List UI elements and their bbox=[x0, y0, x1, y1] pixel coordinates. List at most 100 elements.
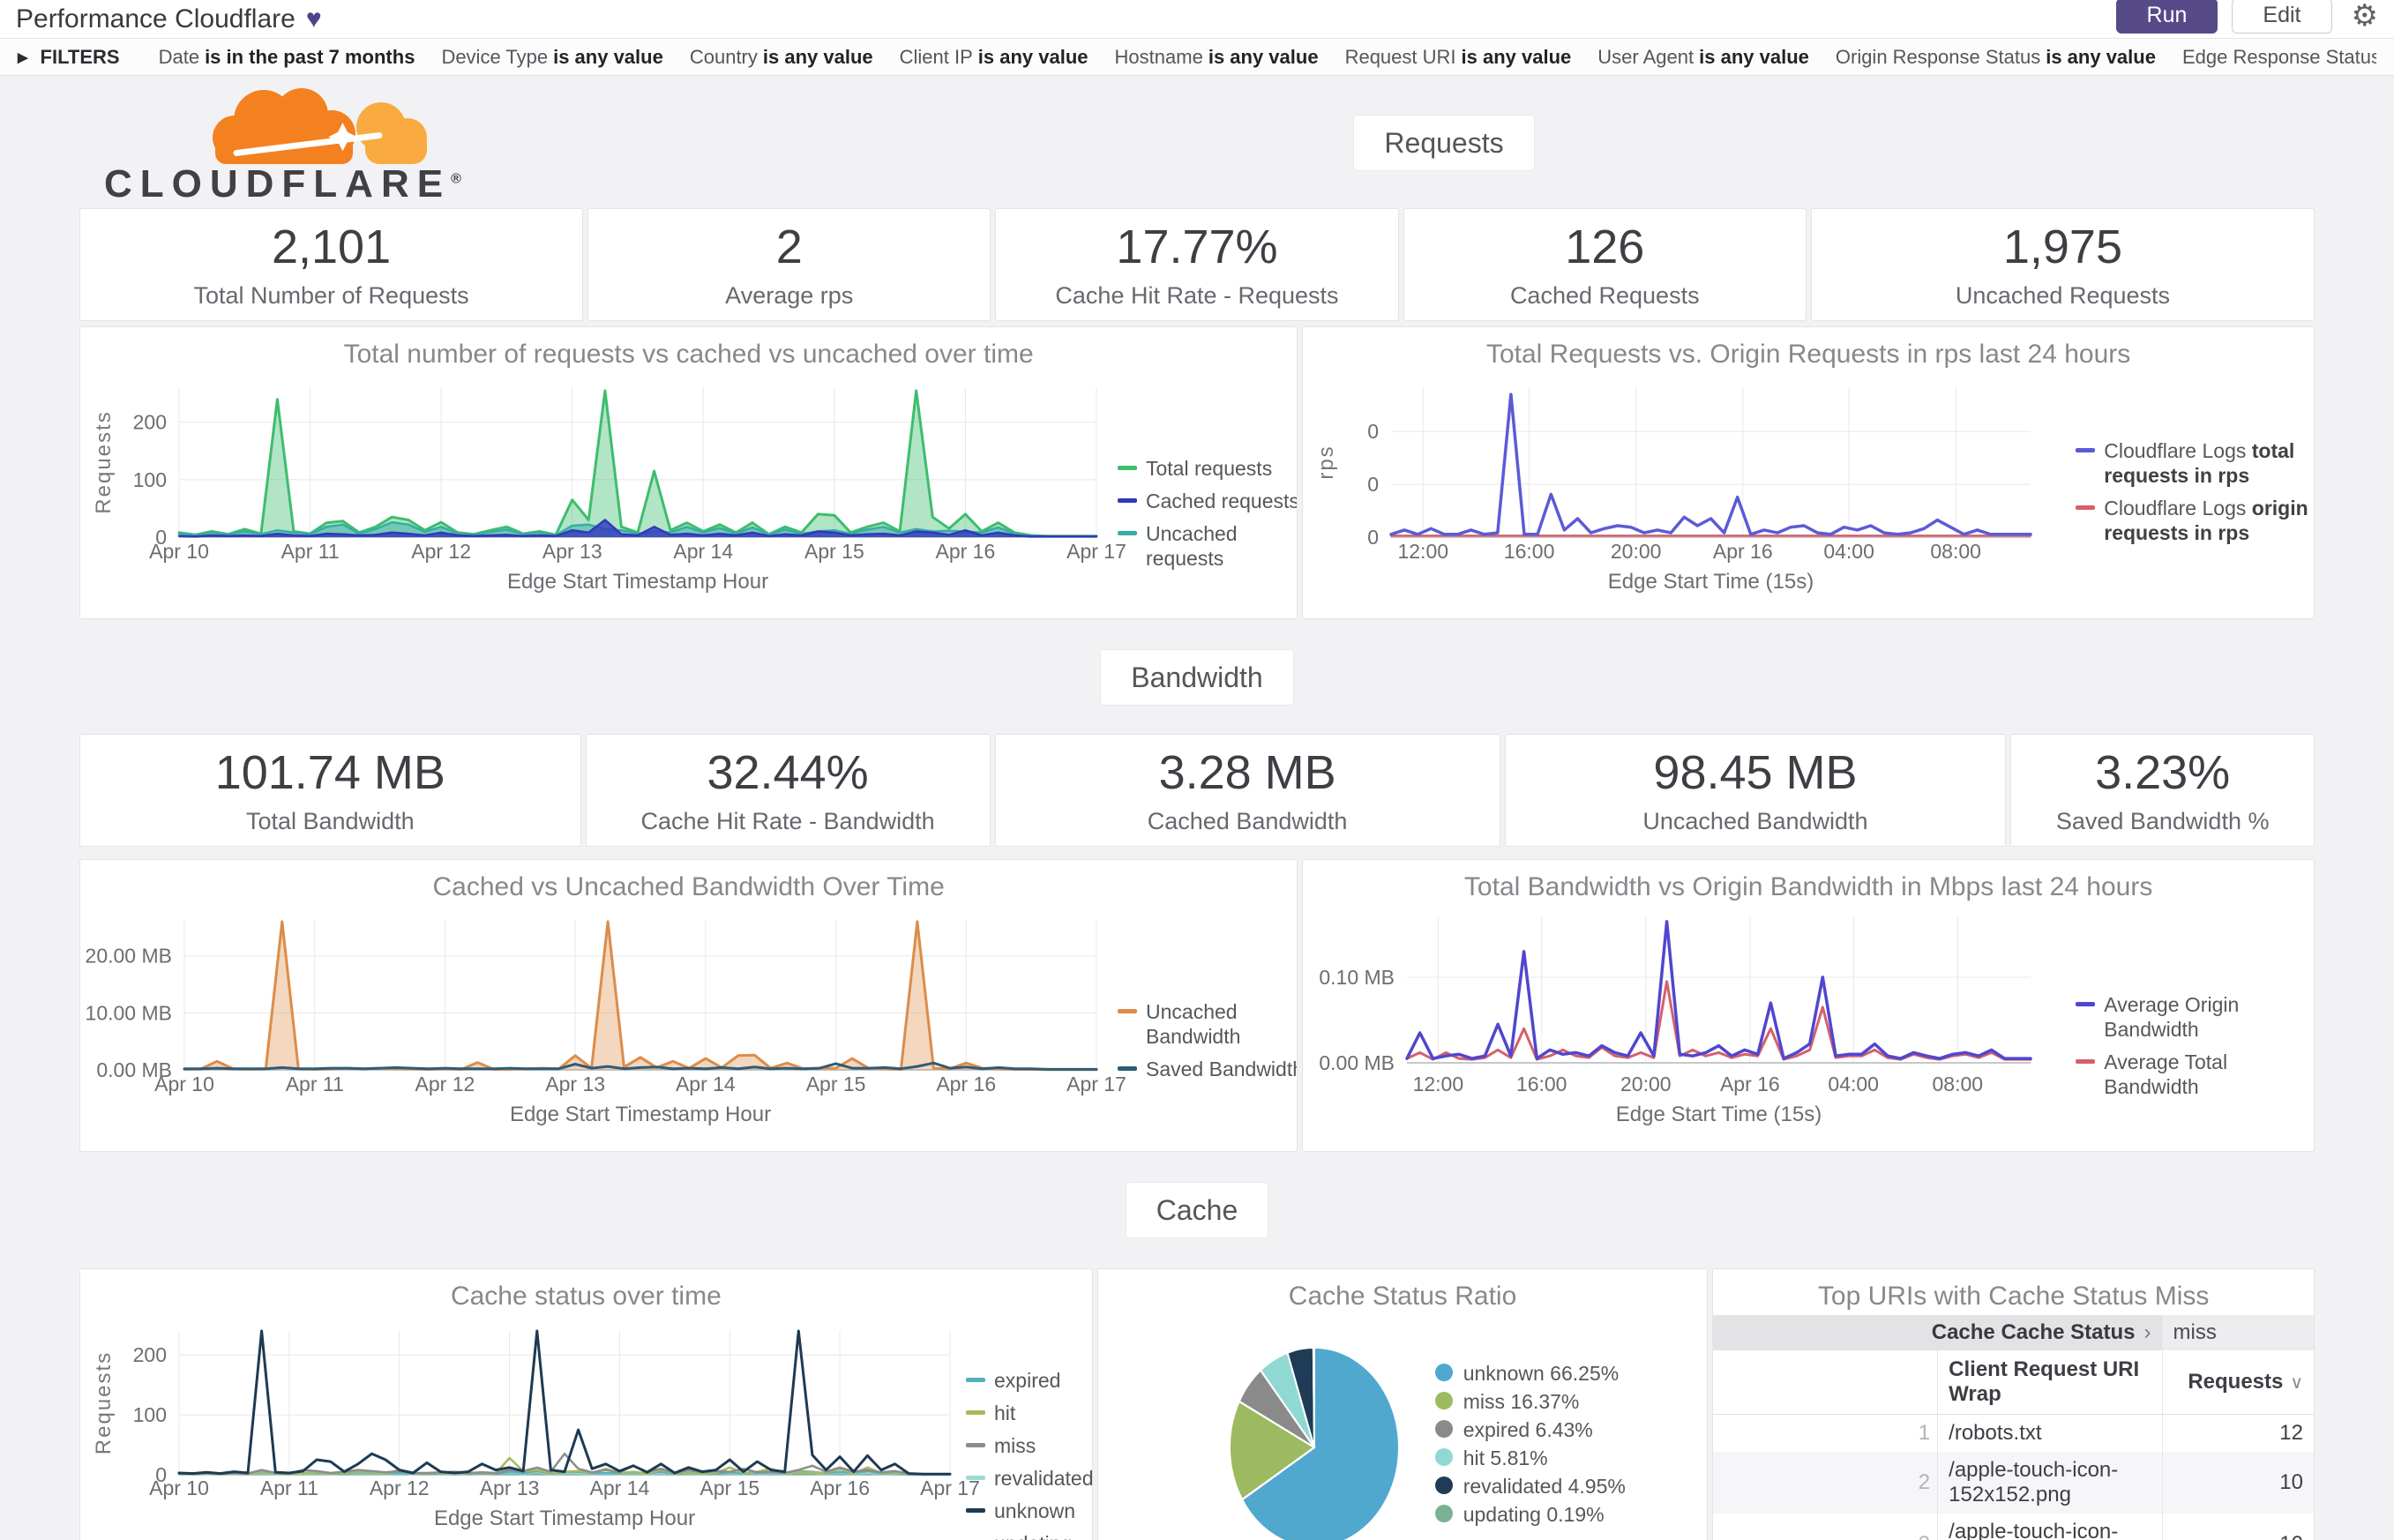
legend-label: hit bbox=[994, 1402, 1016, 1424]
filter-item-hostname[interactable]: Hostname is any value bbox=[1114, 45, 1319, 68]
legend-swatch-icon bbox=[966, 1476, 985, 1480]
legend-item[interactable]: miss bbox=[966, 1433, 1092, 1458]
sort-desc-icon: ∨ bbox=[2290, 1373, 2303, 1393]
pie-slice-updating bbox=[1312, 1346, 1315, 1448]
legend-item[interactable]: Uncached requests bbox=[1118, 521, 1297, 571]
row-number: 3 bbox=[1713, 1514, 1939, 1540]
gear-icon[interactable]: ⚙ bbox=[2351, 0, 2378, 33]
chart-bandwidth-24h: Total Bandwidth vs Origin Bandwidth in M… bbox=[1302, 859, 2315, 1152]
legend-item[interactable]: updating 0.19% bbox=[1434, 1502, 1682, 1527]
legend-label: unknown bbox=[994, 1499, 1076, 1522]
edit-button[interactable]: Edit bbox=[2232, 0, 2332, 34]
legend-dot-icon bbox=[1434, 1476, 1453, 1494]
legend-label: expired bbox=[994, 1369, 1061, 1392]
filter-item-origin-response-status[interactable]: Origin Response Status is any value bbox=[1835, 45, 2156, 68]
legend-item[interactable]: Average Total Bandwidth bbox=[2076, 1050, 2312, 1099]
svg-text:Apr 10: Apr 10 bbox=[149, 1476, 209, 1499]
run-button[interactable]: Run bbox=[2115, 0, 2218, 34]
legend-item[interactable]: Cloudflare Logs origin requests in rps bbox=[2076, 496, 2312, 545]
cell-uri: /apple-touch-icon-152x152.png bbox=[1937, 1452, 2162, 1514]
chart-bandwidth-over-time: Cached vs Uncached Bandwidth Over Time Ap… bbox=[79, 859, 1298, 1152]
filter-item-user-agent[interactable]: User Agent is any value bbox=[1597, 45, 1809, 68]
filter-item-date[interactable]: Date is in the past 7 months bbox=[158, 45, 415, 68]
kpi-label: Saved Bandwidth % bbox=[2055, 807, 2270, 834]
legend-item[interactable]: Total requests bbox=[1118, 456, 1297, 481]
legend-item[interactable]: Average Origin Bandwidth bbox=[2076, 992, 2312, 1042]
svg-text:Apr 16: Apr 16 bbox=[1720, 1073, 1780, 1095]
svg-text:0: 0 bbox=[155, 1463, 167, 1486]
table-row[interactable]: 2/apple-touch-icon-152x152.png 10 bbox=[1713, 1452, 2314, 1514]
svg-text:16:00: 16:00 bbox=[1504, 540, 1555, 563]
kpi-tile: 2 Average rps bbox=[587, 208, 991, 321]
legend-item[interactable]: unknown 66.25% bbox=[1434, 1361, 1682, 1386]
column-header-uri[interactable]: Client Request URI Wrap bbox=[1937, 1350, 2162, 1415]
cell-requests: 10 bbox=[2161, 1452, 2314, 1514]
cloudflare-cloud-icon bbox=[213, 88, 427, 164]
legend-item[interactable]: Cached requests bbox=[1118, 489, 1298, 513]
kpi-value: 98.45 MB bbox=[1653, 745, 1858, 799]
legend-item[interactable]: miss 16.37% bbox=[1434, 1389, 1682, 1414]
svg-text:0: 0 bbox=[1367, 473, 1379, 496]
svg-text:0: 0 bbox=[155, 526, 167, 549]
chart-legend: Total requests Cached requests Uncached re… bbox=[1118, 456, 1298, 579]
kpi-label: Cached Bandwidth bbox=[1147, 807, 1348, 834]
legend-label: Uncached Bandwidth bbox=[1146, 1000, 1241, 1048]
legend-label: revalidated bbox=[994, 1467, 1093, 1490]
legend-item[interactable]: Saved Bandwidth bbox=[1118, 1057, 1297, 1081]
kpi-tile: 126 Cached Requests bbox=[1403, 208, 1807, 321]
legend-item[interactable]: hit bbox=[966, 1401, 1092, 1425]
legend-item[interactable]: hit 5.81% bbox=[1434, 1446, 1682, 1470]
kpi-tile: 2,101 Total Number of Requests bbox=[79, 208, 584, 321]
chart-title: Total Bandwidth vs Origin Bandwidth in M… bbox=[1463, 872, 2153, 901]
table-row[interactable]: 1/robots.txt 12 bbox=[1713, 1414, 2314, 1452]
filter-item-country[interactable]: Country is any value bbox=[689, 45, 873, 68]
kpi-label: Uncached Bandwidth bbox=[1642, 807, 1868, 834]
legend-item[interactable]: revalidated bbox=[966, 1466, 1093, 1491]
chart-legend: Uncached Bandwidth Saved Bandwidth bbox=[1118, 999, 1297, 1089]
section-heading-cache: Cache bbox=[1125, 1182, 1269, 1238]
column-header-requests[interactable]: Requests ∨ bbox=[2161, 1350, 2314, 1415]
svg-text:Apr 16: Apr 16 bbox=[1713, 540, 1773, 563]
legend-label: Average Total Bandwidth bbox=[2104, 1050, 2228, 1098]
legend-label: Cached requests bbox=[1146, 490, 1298, 512]
svg-text:Apr 14: Apr 14 bbox=[673, 540, 733, 563]
svg-text:20:00: 20:00 bbox=[1611, 540, 1662, 563]
section-heading-bandwidth: Bandwidth bbox=[1100, 649, 1294, 706]
pie-slice-miss bbox=[1228, 1400, 1316, 1501]
legend-item[interactable]: revalidated 4.95% bbox=[1434, 1474, 1682, 1499]
legend-item[interactable]: expired 6.43% bbox=[1434, 1417, 1682, 1442]
legend-label: Average Origin Bandwidth bbox=[2104, 993, 2240, 1041]
kpi-label: Cache Hit Rate - Requests bbox=[1055, 281, 1339, 309]
legend-swatch-icon bbox=[966, 1508, 985, 1513]
svg-text:Edge Start Timestamp Hour: Edge Start Timestamp Hour bbox=[434, 1506, 695, 1530]
legend-label: updating bbox=[994, 1531, 1072, 1540]
filter-item-device-type[interactable]: Device Type is any value bbox=[441, 45, 663, 68]
bandwidth-kpi-row: 101.74 MB Total Bandwidth 32.44% Cache Hit … bbox=[79, 734, 2315, 847]
legend-item[interactable]: Uncached Bandwidth bbox=[1118, 999, 1297, 1049]
pie-legend: unknown 66.25% miss 16.37% expired 6.43% hi… bbox=[1434, 1361, 1682, 1530]
row-number: 1 bbox=[1713, 1414, 1939, 1452]
svg-text:Apr 17: Apr 17 bbox=[1066, 1073, 1126, 1095]
svg-text:Apr 16: Apr 16 bbox=[810, 1476, 870, 1499]
legend-label: Cloudflare Logs origin requests in rps bbox=[2104, 497, 2308, 544]
svg-text:Apr 17: Apr 17 bbox=[1066, 540, 1126, 563]
legend-item[interactable]: updating bbox=[966, 1531, 1092, 1540]
legend-item[interactable]: Cloudflare Logs total requests in rps bbox=[2076, 438, 2312, 488]
filter-item-client-ip[interactable]: Client IP is any value bbox=[899, 45, 1089, 68]
legend-item[interactable]: unknown bbox=[966, 1499, 1092, 1523]
svg-text:0.10 MB: 0.10 MB bbox=[1320, 966, 1395, 989]
filters-toggle[interactable]: ▶ FILTERS bbox=[18, 46, 120, 69]
legend-item[interactable]: expired bbox=[966, 1368, 1092, 1393]
kpi-value: 32.44% bbox=[707, 745, 869, 799]
pivot-header[interactable]: Cache Cache Status › bbox=[1713, 1315, 2162, 1350]
kpi-label: Cache Hit Rate - Bandwidth bbox=[640, 807, 935, 834]
svg-text:Apr 12: Apr 12 bbox=[415, 1073, 475, 1095]
legend-label: Uncached requests bbox=[1146, 522, 1238, 570]
filter-item-request-uri[interactable]: Request URI is any value bbox=[1344, 45, 1572, 68]
legend-label: Cloudflare Logs total requests in rps bbox=[2104, 439, 2295, 487]
svg-text:Edge Start Timestamp Hour: Edge Start Timestamp Hour bbox=[510, 1103, 771, 1126]
legend-swatch-icon bbox=[1118, 466, 1137, 470]
svg-text:Apr 13: Apr 13 bbox=[545, 1073, 605, 1095]
